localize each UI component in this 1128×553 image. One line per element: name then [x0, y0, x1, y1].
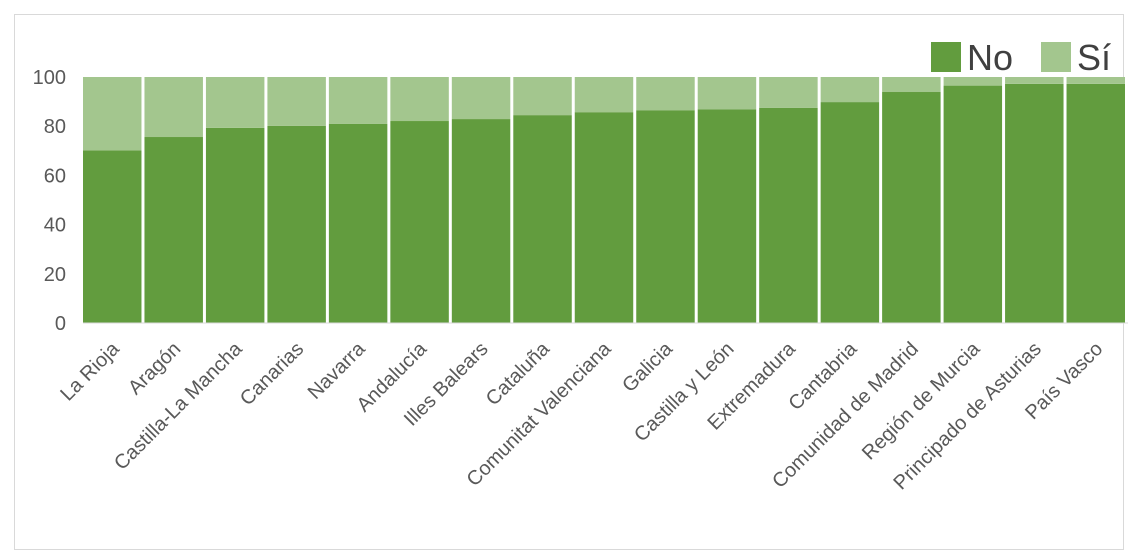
- bar-no-canarias: [267, 125, 326, 323]
- bar-no-cataluna: [513, 115, 572, 323]
- bar-si-pais-vasco: [1066, 77, 1125, 84]
- bar-si-castilla-y-leon: [697, 77, 757, 110]
- legend: No Sí: [931, 37, 1111, 78]
- y-tick-label: 0: [55, 313, 66, 335]
- bar-si-cataluna: [513, 77, 572, 116]
- bar-si-canarias: [267, 77, 326, 126]
- bar-si-la-rioja: [83, 77, 142, 151]
- x-tick-label-la-rioja: La Rioja: [56, 337, 124, 405]
- bar-no-andalucia: [390, 121, 449, 323]
- bar-si-aragon: [144, 77, 203, 138]
- bar-no-pais-vasco: [1066, 83, 1125, 323]
- bar-no-castilla-y-leon: [697, 109, 757, 323]
- y-tick-label: 80: [44, 116, 66, 138]
- bar-si-extremadura: [759, 77, 818, 108]
- bar-si-region-de-murcia: [943, 77, 1003, 86]
- bar-si-andalucia: [390, 77, 449, 122]
- y-tick-label: 60: [44, 165, 66, 187]
- bar-si-comunitat-valenciana: [574, 77, 634, 113]
- x-tick-label-region-de-murcia: Región de Murcia: [858, 337, 985, 464]
- y-axis: 0 20 40 60 80 100: [33, 67, 66, 335]
- x-tick-label-galicia: Galicia: [618, 337, 677, 396]
- bar-si-navarra: [328, 77, 388, 124]
- legend-label-no: No: [967, 37, 1013, 78]
- bar-si-illes-balears: [451, 77, 511, 120]
- bar-si-principado-de-asturias: [1005, 77, 1064, 84]
- bar-no-navarra: [328, 123, 388, 324]
- bar-no-extremadura: [759, 107, 818, 323]
- bar-si-castilla-la-mancha: [205, 77, 265, 128]
- bar-no-illes-balears: [451, 119, 511, 323]
- legend-label-si: Sí: [1077, 37, 1111, 78]
- bar-no-la-rioja: [83, 150, 142, 323]
- legend-swatch-no: [931, 42, 961, 72]
- bar-no-comunidad-de-madrid: [882, 92, 941, 323]
- bar-si-galicia: [636, 77, 695, 111]
- bar-no-region-de-murcia: [943, 85, 1003, 323]
- bar-no-castilla-la-mancha: [205, 127, 265, 323]
- bar-si-cantabria: [820, 77, 880, 103]
- x-tick-label-aragon: Aragón: [124, 338, 185, 399]
- y-tick-label: 40: [44, 215, 66, 237]
- bar-no-cantabria: [820, 102, 880, 323]
- x-tick-label-canarias: Canarias: [236, 338, 308, 410]
- bar-no-aragon: [144, 137, 203, 323]
- y-tick-label: 20: [44, 264, 66, 286]
- bar-no-principado-de-asturias: [1005, 83, 1064, 323]
- bar-no-comunitat-valenciana: [574, 112, 634, 324]
- y-tick-label: 100: [33, 67, 66, 89]
- bar-no-galicia: [636, 110, 695, 324]
- bars-group: [83, 77, 1125, 324]
- bar-si-comunidad-de-madrid: [882, 77, 941, 93]
- legend-swatch-si: [1041, 42, 1071, 72]
